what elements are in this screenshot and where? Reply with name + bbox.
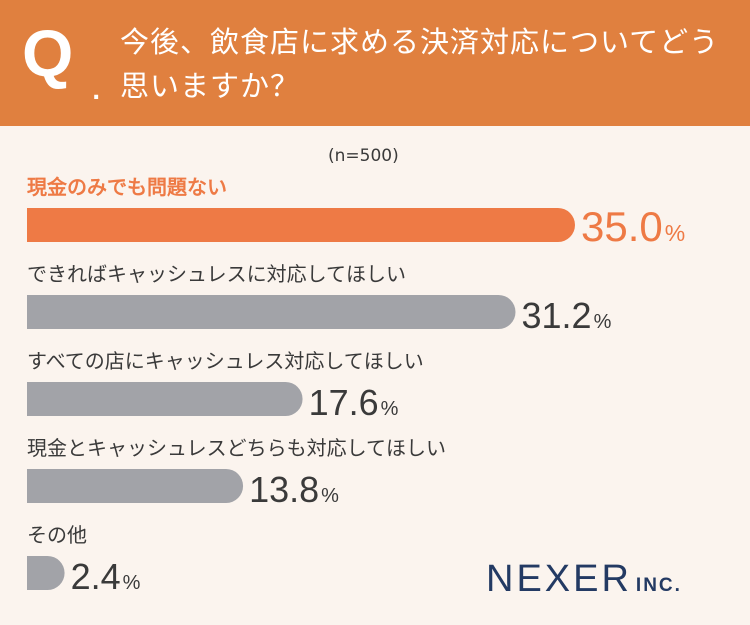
- bar: [27, 295, 516, 329]
- value-label: 31.2%: [522, 295, 612, 336]
- question-text: 今後、飲食店に求める決済対応についてどう思いますか？: [120, 25, 720, 103]
- category-label: できればキャッシュレスに対応してほしい: [27, 262, 406, 286]
- question-mark: Q: [22, 16, 74, 90]
- bar: [27, 208, 575, 242]
- value-label: 35.0%: [581, 203, 685, 250]
- question-header: Q . 今後、飲食店に求める決済対応についてどう思いますか？: [0, 0, 750, 126]
- value-label: 17.6%: [309, 382, 399, 423]
- category-label: その他: [27, 523, 87, 547]
- category-label: 現金のみでも問題ない: [27, 175, 227, 199]
- category-label: すべての店にキャッシュレス対応してほしい: [27, 349, 424, 373]
- value-label: 2.4%: [71, 556, 141, 597]
- logo-name: NEXER: [486, 558, 632, 600]
- bar: [27, 382, 303, 416]
- nexer-logo: NEXER INC.: [486, 558, 682, 601]
- value-label: 13.8%: [249, 469, 339, 510]
- category-label: 現金とキャッシュレスどちらも対応してほしい: [27, 436, 446, 460]
- bar: [27, 556, 65, 590]
- sample-size-note: (n=500): [328, 146, 399, 166]
- question-mark-dot: .: [92, 80, 101, 105]
- logo-suffix: INC.: [635, 575, 682, 596]
- bar: [27, 469, 244, 503]
